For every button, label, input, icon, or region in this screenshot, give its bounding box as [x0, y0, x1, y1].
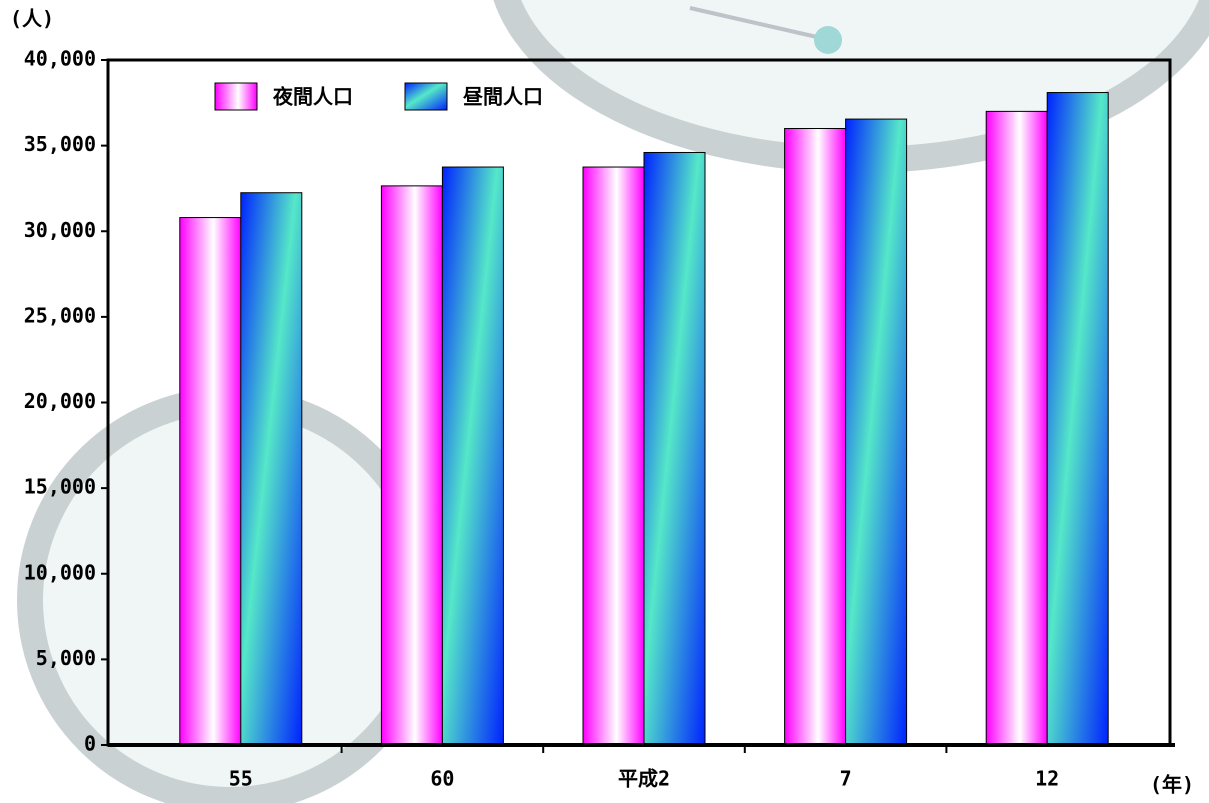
y-tick-label: 10,000 [24, 560, 96, 584]
bar [441, 166, 504, 746]
y-tick-label: 15,000 [24, 475, 96, 499]
bar [582, 166, 645, 746]
bar [784, 128, 847, 746]
bar [1046, 92, 1109, 746]
x-tick-label: 55 [229, 767, 253, 791]
x-axis-label: (年) [1150, 773, 1194, 797]
legend-swatch [214, 82, 258, 111]
legend: 夜間人口 昼間人口 [214, 82, 543, 111]
legend-label: 夜間人口 [272, 85, 353, 109]
bar [643, 151, 706, 746]
bar [179, 217, 242, 746]
y-tick-label: 35,000 [24, 132, 96, 156]
bar [240, 192, 303, 746]
bar [845, 118, 908, 746]
bar [380, 185, 443, 746]
x-tick-label: 7 [840, 767, 852, 791]
y-tick-label: 5,000 [36, 646, 96, 670]
y-tick-label: 30,000 [24, 218, 96, 242]
y-axis-label: (人) [10, 7, 54, 31]
y-tick-label: 0 [84, 732, 96, 756]
bar [985, 110, 1048, 746]
x-tick-label: 60 [430, 767, 454, 791]
y-tick-label: 20,000 [24, 389, 96, 413]
y-tick-label: 25,000 [24, 303, 96, 327]
legend-label: 昼間人口 [463, 85, 543, 109]
legend-swatch [404, 82, 448, 111]
x-tick-label: 平成2 [618, 767, 670, 791]
y-tick-label: 40,000 [24, 47, 96, 71]
x-tick-label: 12 [1035, 767, 1059, 791]
